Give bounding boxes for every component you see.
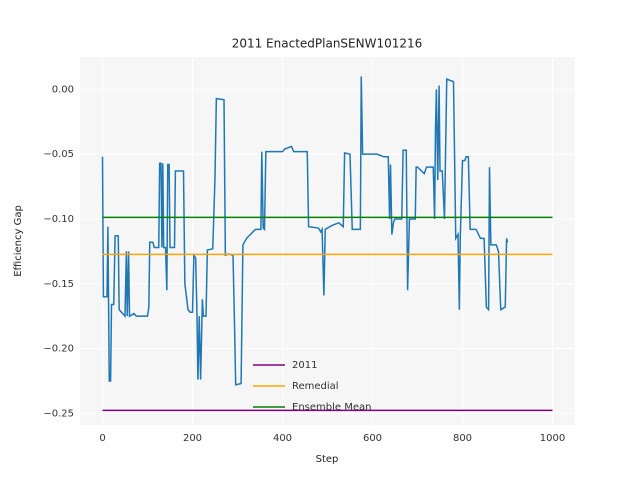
y-tick-label: −0.05 xyxy=(43,149,74,160)
legend-label: Ensemble Mean xyxy=(292,402,371,413)
series-line xyxy=(101,76,509,386)
x-tick-label: 400 xyxy=(273,433,292,444)
legend-label: 2011 xyxy=(292,360,317,371)
legend-label: Remedial xyxy=(292,381,339,392)
y-tick-label: 0.00 xyxy=(52,84,74,95)
y-tick-label: −0.10 xyxy=(43,214,74,225)
y-axis-label: Efficiency Gap xyxy=(13,205,24,277)
x-tick-label: 200 xyxy=(183,433,202,444)
chart-title: 2011 EnactedPlanSENW101216 xyxy=(232,37,423,51)
y-tick-label: −0.15 xyxy=(43,279,74,290)
x-tick-label: 0 xyxy=(99,433,105,444)
y-tick-label: −0.25 xyxy=(43,408,74,419)
x-tick-label: 800 xyxy=(453,433,472,444)
plot-area xyxy=(80,57,575,425)
x-tick-label: 1000 xyxy=(540,433,565,444)
x-tick-label: 600 xyxy=(363,433,382,444)
y-tick-label: −0.20 xyxy=(43,344,74,355)
x-axis-label: Step xyxy=(316,454,339,465)
